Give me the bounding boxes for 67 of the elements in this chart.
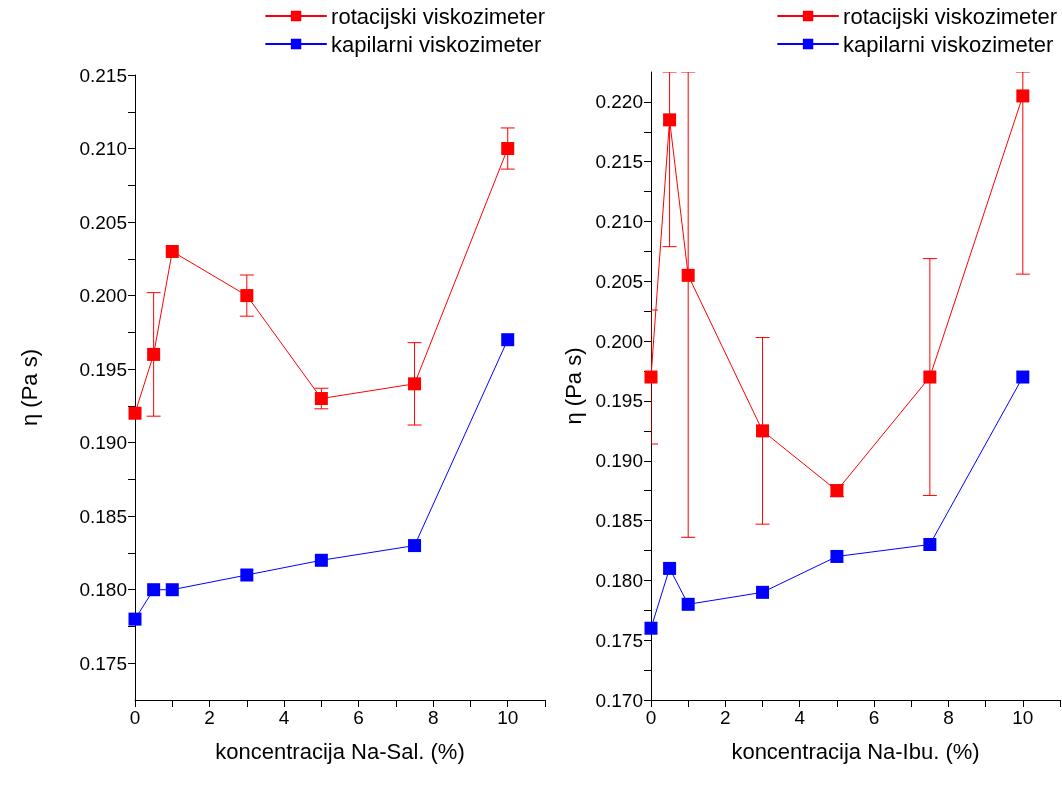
legend-label: rotacijski viskozimeter [331, 3, 546, 29]
point [663, 113, 677, 127]
x-axis-title: koncentracija Na-Sal. (%) [215, 738, 465, 764]
y-tick-label: 0.185 [595, 510, 643, 532]
point [408, 539, 422, 553]
point [408, 377, 422, 391]
x-tick-label: 6 [868, 707, 880, 728]
point [128, 406, 142, 420]
y-tick-label: 0.190 [595, 450, 643, 472]
x-tick-label: 8 [427, 707, 439, 728]
y-axis-title: η (Pa s) [16, 348, 42, 427]
point [756, 424, 770, 438]
point [923, 370, 937, 384]
y-axis-title: η (Pa s) [561, 347, 587, 425]
x-tick-label: 2 [720, 707, 731, 728]
y-tick-label: 0.210 [79, 138, 127, 160]
point [128, 612, 142, 626]
y-tick-label: 0.200 [595, 330, 643, 352]
point [314, 553, 328, 567]
point [1016, 370, 1030, 384]
y-tick-label: 0.210 [595, 211, 643, 233]
y-tick-label: 0.175 [595, 629, 643, 651]
x-axis-title: koncentracija Na-Ibu. (%) [731, 738, 980, 764]
point [165, 583, 179, 597]
x-tick-label: 4 [794, 707, 806, 728]
y-tick-label: 0.215 [595, 151, 643, 173]
y-tick-label: 0.180 [79, 579, 127, 601]
x-tick-label: 6 [353, 707, 364, 728]
point [165, 244, 179, 258]
y-tick-label: 0.170 [595, 689, 643, 711]
point [147, 583, 161, 597]
point [681, 597, 695, 611]
point [240, 568, 254, 582]
point [830, 549, 844, 563]
y-tick-label: 0.220 [595, 91, 643, 113]
point [681, 268, 695, 282]
point [314, 392, 328, 406]
x-tick-label: 0 [129, 707, 141, 728]
y-tick-label: 0.175 [79, 652, 127, 674]
y-tick-label: 0.195 [595, 390, 643, 412]
y-tick-label: 0.215 [79, 64, 127, 86]
point [923, 538, 937, 551]
x-tick-label: 10 [1012, 707, 1034, 728]
point [644, 621, 658, 635]
y-tick-label: 0.205 [79, 211, 127, 233]
x-tick-label: 4 [278, 707, 290, 728]
point [756, 585, 770, 599]
x-tick-label: 8 [943, 707, 954, 728]
legend-label: kapilarni viskozimeter [843, 31, 1054, 57]
point [501, 333, 515, 347]
x-tick-label: 0 [645, 707, 657, 728]
point [663, 561, 677, 575]
y-tick-label: 0.190 [79, 432, 127, 454]
point [501, 142, 515, 156]
legend-label: rotacijski viskozimeter [843, 3, 1058, 29]
y-tick-label: 0.200 [79, 285, 127, 307]
legend-label: kapilarni viskozimeter [331, 31, 542, 57]
point [644, 370, 658, 384]
x-tick-label: 10 [497, 707, 519, 728]
y-tick-label: 0.180 [595, 569, 643, 591]
point [1016, 89, 1030, 103]
y-tick-label: 0.185 [79, 505, 127, 527]
point [240, 289, 254, 303]
x-tick-label: 2 [204, 707, 215, 728]
y-tick-label: 0.195 [79, 358, 127, 380]
y-tick-label: 0.205 [595, 270, 643, 292]
point [147, 347, 161, 361]
